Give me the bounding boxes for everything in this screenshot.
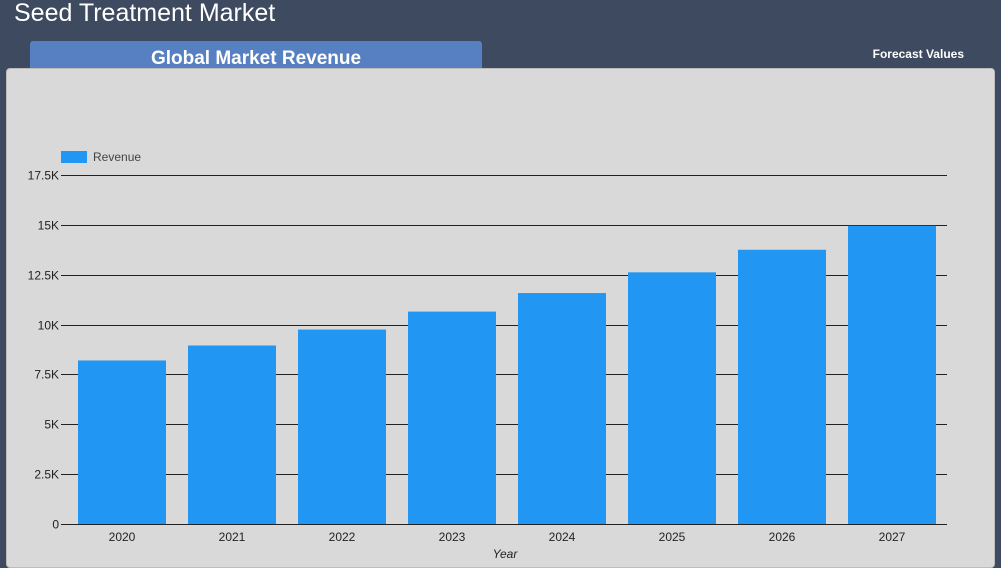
bar-2023[interactable]	[408, 311, 496, 524]
chart-panel	[6, 68, 995, 568]
y-tick-label: 2.5K	[34, 468, 59, 482]
x-tick-label: 2027	[879, 530, 906, 544]
forecast-values-link[interactable]: Forecast Values	[872, 47, 964, 61]
bar-2027[interactable]	[848, 225, 936, 524]
legend-label-revenue: Revenue	[93, 150, 141, 164]
y-tick-label: 10K	[38, 319, 59, 333]
y-tick-label: 15K	[38, 219, 59, 233]
legend-swatch-revenue	[61, 151, 87, 163]
section-tab-label: Global Market Revenue	[150, 47, 362, 69]
x-axis-ticks: 2020 2021 2022 2023 2024 2025 2026 2027	[109, 530, 906, 544]
bar-2020[interactable]	[78, 360, 166, 524]
x-tick-label: 2023	[439, 530, 466, 544]
legend: Revenue	[61, 150, 141, 164]
page-title: Seed Treatment Market	[14, 0, 276, 27]
bar-2024[interactable]	[518, 293, 606, 524]
y-tick-label: 17.5K	[28, 169, 59, 183]
x-tick-label: 2020	[109, 530, 136, 544]
x-axis-title: Year	[493, 547, 519, 561]
y-tick-label: 7.5K	[34, 368, 59, 382]
bar-2025[interactable]	[628, 272, 716, 524]
x-tick-label: 2024	[549, 530, 576, 544]
y-tick-label: 12.5K	[28, 269, 59, 283]
y-tick-label: 0	[52, 518, 59, 532]
bar-2026[interactable]	[738, 249, 826, 525]
bar-2022[interactable]	[298, 329, 386, 524]
x-tick-label: 2022	[329, 530, 356, 544]
x-tick-label: 2021	[219, 530, 246, 544]
x-tick-label: 2025	[659, 530, 686, 544]
y-axis-ticks: 0 2.5K 5K 7.5K 10K 12.5K 15K 17.5K	[28, 169, 60, 532]
y-tick-label: 5K	[44, 418, 59, 432]
bar-2021[interactable]	[188, 345, 276, 524]
x-tick-label: 2026	[769, 530, 796, 544]
bars	[78, 225, 936, 525]
